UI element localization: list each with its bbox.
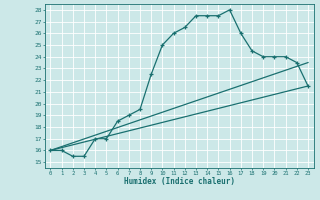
X-axis label: Humidex (Indice chaleur): Humidex (Indice chaleur) bbox=[124, 177, 235, 186]
